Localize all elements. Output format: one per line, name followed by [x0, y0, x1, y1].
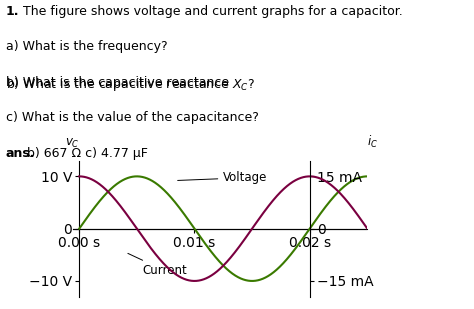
Text: ans.: ans.	[6, 147, 35, 160]
Text: 1.: 1.	[6, 5, 19, 18]
Text: b) What is the capacitive reactance: b) What is the capacitive reactance	[6, 76, 233, 89]
Text: Current: Current	[128, 253, 187, 277]
Text: b) What is the capacitive reactance $X_C$?: b) What is the capacitive reactance $X_C…	[6, 76, 255, 93]
Text: c) What is the value of the capacitance?: c) What is the value of the capacitance?	[6, 111, 258, 124]
Text: The figure shows voltage and current graphs for a capacitor.: The figure shows voltage and current gra…	[23, 5, 402, 18]
Text: $i_C$: $i_C$	[367, 134, 378, 150]
Text: $v_C$: $v_C$	[65, 137, 80, 150]
Text: Voltage: Voltage	[178, 171, 268, 184]
Text: b) 667 Ω c) 4.77 μF: b) 667 Ω c) 4.77 μF	[23, 147, 147, 160]
Text: a) What is the frequency?: a) What is the frequency?	[6, 40, 167, 53]
